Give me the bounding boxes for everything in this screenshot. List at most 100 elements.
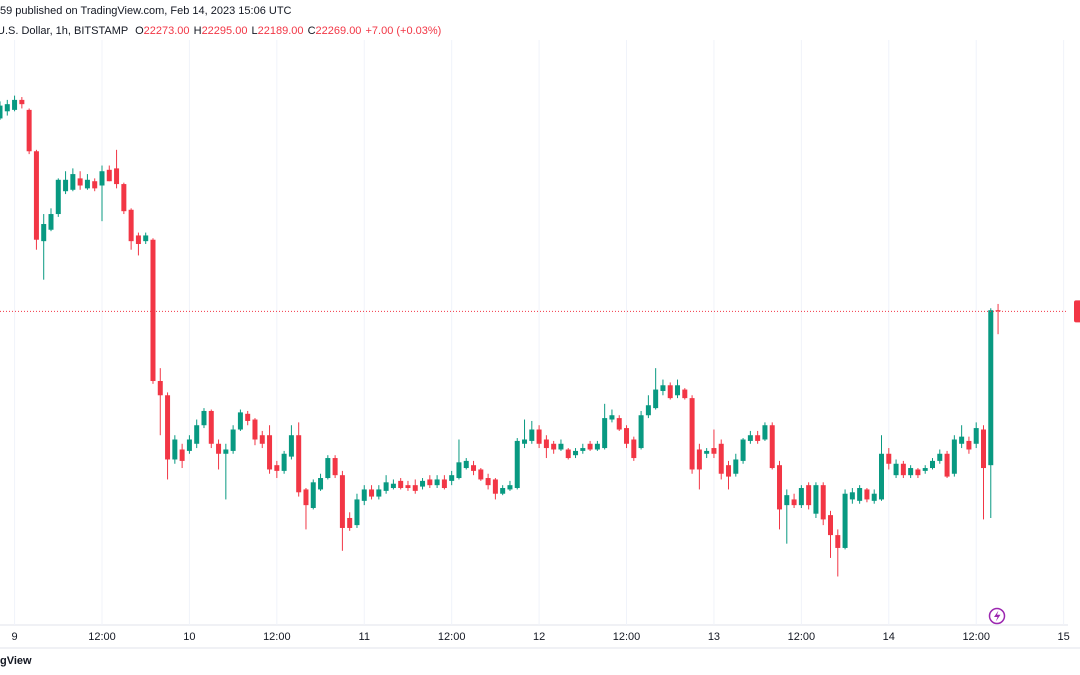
candle-body	[296, 435, 302, 493]
candle-body	[114, 168, 120, 185]
candle-body	[726, 465, 732, 477]
candle-body	[922, 468, 928, 471]
candle-body	[988, 310, 994, 466]
candle-body	[813, 485, 819, 514]
candle-body	[12, 99, 18, 110]
candle-body	[128, 209, 134, 242]
candle-body	[398, 480, 404, 489]
candle-body	[441, 479, 447, 489]
candle-body	[485, 478, 491, 486]
candle-body	[339, 475, 345, 528]
candle-body	[573, 450, 579, 456]
candle-body	[514, 440, 520, 489]
candle-body	[718, 443, 724, 474]
x-tick-label: 12:00	[88, 631, 116, 643]
x-tick-label: 12:00	[263, 631, 291, 643]
ohlc-label: L	[252, 25, 258, 37]
ohlc-value: 22269.00	[316, 25, 362, 37]
candle-body	[995, 310, 1001, 312]
candle-body	[820, 485, 826, 520]
candle-body	[347, 517, 353, 528]
candle-body	[886, 453, 892, 464]
candle-body	[798, 488, 804, 506]
candle-body	[806, 485, 812, 506]
candle-body	[420, 480, 426, 487]
candle-body	[879, 453, 885, 500]
candle-body	[427, 479, 433, 486]
candle-body	[915, 469, 921, 476]
candle-body	[390, 483, 396, 489]
candle-body	[369, 489, 375, 497]
ohlc-label: H	[194, 25, 202, 37]
candle-body	[33, 151, 39, 240]
candle-body	[653, 389, 659, 409]
x-tick-label: 13	[708, 631, 720, 643]
candle-body	[223, 449, 229, 454]
candle-body	[624, 428, 630, 444]
candle-body	[492, 479, 498, 494]
x-tick-label: 10	[183, 631, 195, 643]
candle-body	[463, 460, 469, 469]
candle-body	[99, 171, 105, 186]
candle-body	[500, 488, 506, 494]
x-tick-label: 9	[12, 631, 18, 643]
candle-body	[675, 385, 681, 396]
x-tick-label: 12:00	[962, 631, 990, 643]
candle-body	[332, 458, 338, 476]
candle-body	[893, 463, 899, 476]
candle-body	[980, 429, 986, 469]
candle-body	[522, 439, 528, 444]
candle-body	[106, 169, 112, 182]
candle-body	[383, 482, 389, 491]
candle-body	[252, 419, 258, 440]
candle-body	[682, 389, 688, 399]
candle-body	[704, 450, 710, 454]
candle-body	[689, 398, 695, 470]
candle-body	[157, 380, 163, 396]
candle-body	[507, 485, 513, 490]
candle-body	[871, 493, 877, 501]
candle-body	[966, 440, 972, 450]
candle-body	[471, 465, 477, 471]
candle-body	[194, 425, 200, 444]
candle-body	[274, 465, 280, 471]
x-tick-label: 12:00	[788, 631, 816, 643]
candle-body	[777, 465, 783, 510]
candle-body	[602, 418, 608, 449]
candle-body	[456, 462, 462, 479]
last-price-marker	[1074, 300, 1080, 323]
candle-body	[19, 99, 25, 105]
candle-body	[55, 179, 61, 215]
candle-body	[412, 485, 418, 491]
candle-body	[580, 448, 586, 451]
symbol: U.S. Dollar, 1h, BITSTAMP	[0, 25, 128, 37]
candle-body	[835, 535, 841, 548]
candle-body	[92, 181, 98, 189]
candle-body	[828, 515, 834, 536]
candle-body	[944, 453, 950, 477]
candle-body	[638, 415, 644, 449]
candle-body	[849, 492, 855, 500]
candle-body	[143, 235, 149, 242]
candle-body	[186, 439, 192, 451]
ohlc-label: C	[308, 25, 316, 37]
candle-body	[172, 439, 178, 460]
candle-body	[237, 412, 243, 430]
x-tick-label: 15	[1058, 631, 1070, 643]
candle-body	[558, 443, 564, 450]
candle-body	[864, 489, 870, 500]
candle-body	[4, 104, 10, 112]
ohlc-value: 22189.00	[258, 25, 304, 37]
candle-body	[660, 385, 666, 391]
candle-body	[857, 488, 863, 501]
candle-body	[762, 425, 768, 440]
candle-body	[951, 439, 957, 474]
x-tick-label: 12:00	[613, 631, 641, 643]
candle-body	[755, 435, 761, 441]
candle-body	[529, 429, 535, 441]
x-tick-label: 11	[359, 631, 370, 643]
candle-body	[310, 482, 316, 508]
logo: gView	[0, 655, 32, 667]
candle-body	[769, 425, 775, 469]
